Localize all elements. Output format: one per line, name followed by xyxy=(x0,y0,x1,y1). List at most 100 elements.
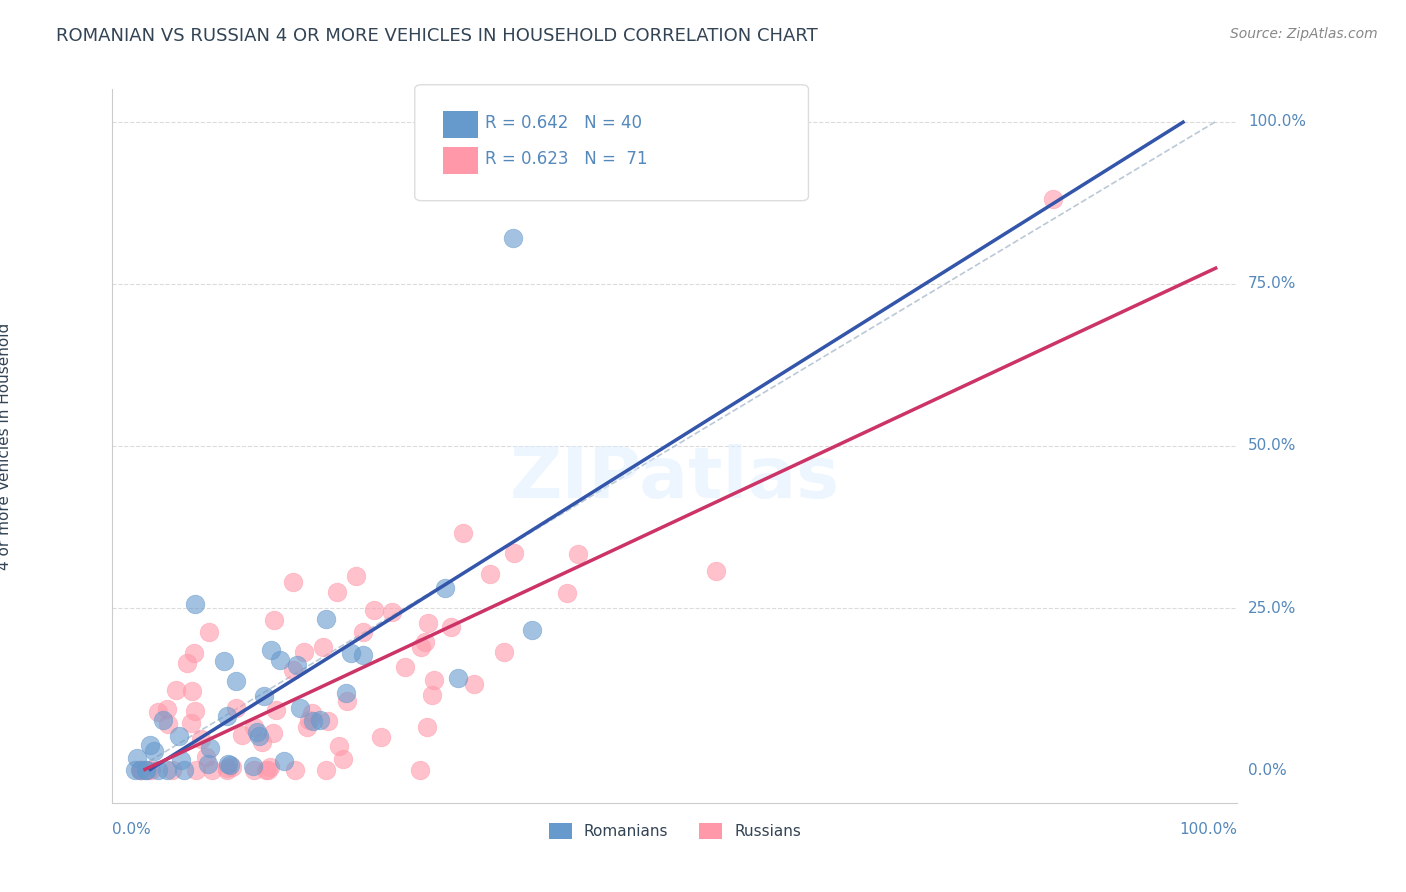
Russians xyxy=(157,716,180,731)
Russians xyxy=(328,739,350,753)
Romanians xyxy=(152,713,174,727)
Russians xyxy=(131,764,153,778)
Romanians xyxy=(218,758,240,772)
Russians xyxy=(141,764,163,778)
Russians xyxy=(156,702,179,716)
Russians xyxy=(479,566,502,581)
Romanians xyxy=(242,759,264,773)
Russians xyxy=(181,684,204,698)
Romanians xyxy=(308,713,330,727)
Russians xyxy=(555,586,578,600)
Russians xyxy=(453,526,475,541)
Russians xyxy=(440,620,463,634)
Text: 0.0%: 0.0% xyxy=(112,822,152,838)
Romanians xyxy=(124,764,146,778)
Romanians xyxy=(340,646,363,660)
Russians xyxy=(409,764,432,778)
Romanians xyxy=(352,648,374,662)
Russians xyxy=(197,624,219,639)
Russians xyxy=(567,547,589,561)
Russians xyxy=(243,764,266,778)
Romanians xyxy=(273,754,295,768)
Romanians xyxy=(269,652,291,666)
Russians xyxy=(370,730,392,744)
Russians xyxy=(420,688,443,702)
Romanians xyxy=(135,764,157,778)
Text: ROMANIAN VS RUSSIAN 4 OR MORE VEHICLES IN HOUSEHOLD CORRELATION CHART: ROMANIAN VS RUSSIAN 4 OR MORE VEHICLES I… xyxy=(56,27,818,45)
Russians xyxy=(492,645,515,659)
Russians xyxy=(190,731,212,746)
Text: 100.0%: 100.0% xyxy=(1249,114,1306,129)
Romanians xyxy=(288,701,311,715)
Russians xyxy=(301,706,323,720)
Russians xyxy=(413,635,436,649)
Romanians xyxy=(139,738,162,752)
Russians xyxy=(292,644,315,658)
Russians xyxy=(180,715,202,730)
Russians xyxy=(183,646,205,660)
Romanians xyxy=(433,582,456,596)
Romanians xyxy=(259,643,281,657)
Romanians xyxy=(143,743,166,757)
Russians xyxy=(184,704,207,718)
Romanians xyxy=(302,714,325,729)
Romanians xyxy=(520,623,543,637)
Legend: Romanians, Russians: Romanians, Russians xyxy=(543,817,807,845)
Romanians xyxy=(253,690,276,704)
Russians xyxy=(295,719,318,733)
Russians xyxy=(281,575,304,590)
Russians xyxy=(332,752,354,766)
Russians xyxy=(136,764,159,778)
Romanians xyxy=(247,729,270,743)
Romanians xyxy=(169,753,191,767)
Russians xyxy=(148,705,170,719)
Romanians xyxy=(246,724,269,739)
Russians xyxy=(352,625,374,640)
Russians xyxy=(262,725,284,739)
Russians xyxy=(201,764,224,778)
Russians xyxy=(263,613,285,627)
Romanians xyxy=(285,658,308,673)
Romanians xyxy=(212,654,235,668)
Russians xyxy=(176,656,198,670)
Russians xyxy=(423,673,446,687)
Romanians xyxy=(156,764,179,778)
Romanians xyxy=(335,686,357,700)
Text: R = 0.642   N = 40: R = 0.642 N = 40 xyxy=(485,114,643,132)
Russians xyxy=(129,764,152,778)
Text: 100.0%: 100.0% xyxy=(1180,822,1237,838)
Romanians xyxy=(184,597,207,611)
Russians xyxy=(217,764,239,778)
Text: ZIPatlas: ZIPatlas xyxy=(510,444,839,513)
Russians xyxy=(463,676,485,690)
Russians xyxy=(363,603,385,617)
Text: 4 or more Vehicles in Household: 4 or more Vehicles in Household xyxy=(0,322,11,570)
Romanians xyxy=(315,611,337,625)
Russians xyxy=(416,615,439,630)
Romanians xyxy=(125,750,148,764)
Text: 50.0%: 50.0% xyxy=(1249,439,1296,453)
Russians xyxy=(215,761,238,775)
Romanians xyxy=(198,740,221,755)
Russians xyxy=(243,720,266,734)
Russians xyxy=(257,764,280,778)
Russians xyxy=(195,750,218,764)
Russians xyxy=(336,694,359,708)
Russians xyxy=(225,700,247,714)
Russians xyxy=(381,605,404,619)
Russians xyxy=(502,546,524,560)
Russians xyxy=(250,735,273,749)
Russians xyxy=(162,764,184,778)
Russians xyxy=(131,764,153,778)
Russians xyxy=(394,660,416,674)
Romanians xyxy=(197,756,219,771)
Romanians xyxy=(167,729,190,743)
Text: 25.0%: 25.0% xyxy=(1249,600,1296,615)
Russians xyxy=(312,640,335,654)
Russians xyxy=(1042,193,1064,207)
Russians xyxy=(221,760,243,774)
Romanians xyxy=(502,231,524,245)
Russians xyxy=(266,702,288,716)
Text: 0.0%: 0.0% xyxy=(1249,763,1286,778)
Russians xyxy=(184,764,207,778)
